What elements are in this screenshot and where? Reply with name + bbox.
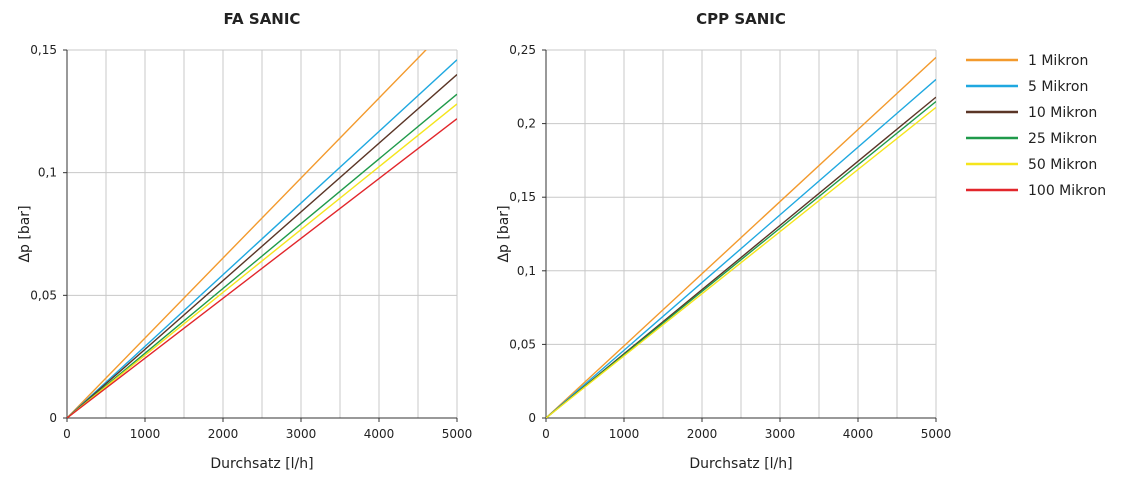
y-tick-label: 0,05 <box>509 337 536 351</box>
legend-label: 25 Mikron <box>1028 131 1097 147</box>
series-line-1-mikron <box>546 56 936 418</box>
x-tick-label: 0 <box>63 427 71 441</box>
y-axis-label: Δp [bar] <box>17 205 33 262</box>
series-line-1-mikron <box>67 50 427 418</box>
y-tick-label: 0,25 <box>509 43 536 57</box>
legend-label: 100 Mikron <box>1028 183 1106 199</box>
chart-title: FA SANIC <box>224 10 301 28</box>
series-line-50-mikron <box>546 106 936 418</box>
legend: 1 Mikron 5 Mikron 10 Mikron 25 Mikron 50 Mik… <box>966 53 1106 199</box>
y-tick-label: 0,1 <box>517 264 536 278</box>
y-tick-label: 0,15 <box>509 190 536 204</box>
y-tick-label: 0,1 <box>38 166 57 180</box>
chart-title: CPP SANIC <box>696 10 786 28</box>
chart-fa-sanic: 0 1000 2000 3000 4000 5000 0 0,05 0,1 0,15 FA SANI… <box>17 10 472 472</box>
x-tick-label: 5000 <box>921 427 952 441</box>
y-tick-label: 0,05 <box>30 288 57 302</box>
series-line-5-mikron <box>67 59 457 418</box>
legend-label: 50 Mikron <box>1028 157 1097 173</box>
y-tick-label: 0,15 <box>30 43 57 57</box>
y-tick-label: 0 <box>49 411 57 425</box>
series-line-50-mikron <box>67 103 457 418</box>
y-axis-label: Δp [bar] <box>496 205 512 262</box>
x-tick-label: 3000 <box>286 427 317 441</box>
x-axis-label: Durchsatz [l/h] <box>210 456 313 472</box>
x-tick-label: 2000 <box>687 427 718 441</box>
x-tick-label: 1000 <box>609 427 640 441</box>
y-tick-label: 0,2 <box>517 117 536 131</box>
series-line-25-mikron <box>546 100 936 418</box>
x-tick-label: 3000 <box>765 427 796 441</box>
x-tick-label: 1000 <box>130 427 161 441</box>
series-line-25-mikron <box>67 93 457 418</box>
legend-label: 5 Mikron <box>1028 79 1088 95</box>
x-tick-label: 0 <box>542 427 550 441</box>
legend-label: 10 Mikron <box>1028 105 1097 121</box>
chart-cpp-sanic: 0 1000 2000 3000 4000 5000 0 0,05 0,1 0,15 0,2 0,25… <box>496 10 951 472</box>
x-tick-label: 4000 <box>364 427 395 441</box>
legend-label: 1 Mikron <box>1028 53 1088 69</box>
series-line-100-mikron <box>67 118 457 418</box>
y-tick-label: 0 <box>528 411 536 425</box>
x-tick-label: 2000 <box>208 427 239 441</box>
x-tick-label: 5000 <box>442 427 473 441</box>
x-tick-label: 4000 <box>843 427 874 441</box>
x-axis-label: Durchsatz [l/h] <box>689 456 792 472</box>
series-line-10-mikron <box>67 74 457 418</box>
series-line-5-mikron <box>546 78 936 418</box>
